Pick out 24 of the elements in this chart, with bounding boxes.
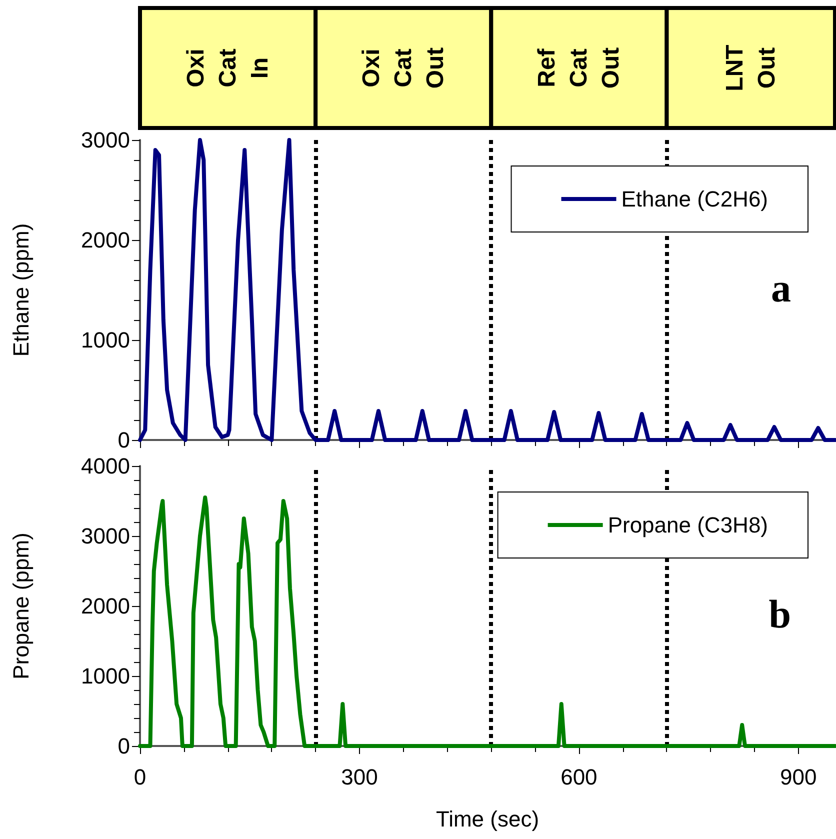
annotation: a: [771, 266, 791, 310]
x-tick-label: 0: [134, 764, 146, 790]
y-tick-label: 1000: [81, 328, 130, 352]
legend-label: Ethane (C2H6): [621, 186, 768, 212]
x-axis-title: Time (sec): [436, 806, 540, 832]
y-tick-label: 3000: [81, 128, 130, 152]
y-axis-title: Ethane (ppm): [8, 223, 34, 357]
y-tick-label: 2000: [81, 228, 130, 252]
y-axis-title: Propane (ppm): [8, 532, 34, 680]
annotation: b: [768, 592, 792, 636]
x-tick-label: 300: [341, 764, 378, 790]
x-tick-label: 900: [780, 764, 817, 790]
y-tick-label: 4000: [81, 454, 130, 478]
x-tick-label: 600: [560, 764, 598, 790]
text: Oxi Cat In: [182, 48, 274, 88]
y-tick-label: 1000: [81, 664, 130, 688]
legend-label: Propane (C3H8): [608, 512, 768, 538]
y-tick-label: 0: [118, 428, 130, 452]
y-tick-label: 2000: [81, 594, 130, 618]
text: LNT Out: [721, 44, 780, 92]
text: Oxi Cat Out: [358, 47, 449, 89]
y-tick-label: 3000: [81, 524, 130, 548]
y-tick-label: 0: [118, 734, 130, 758]
text: Ref Cat Out: [533, 47, 624, 89]
